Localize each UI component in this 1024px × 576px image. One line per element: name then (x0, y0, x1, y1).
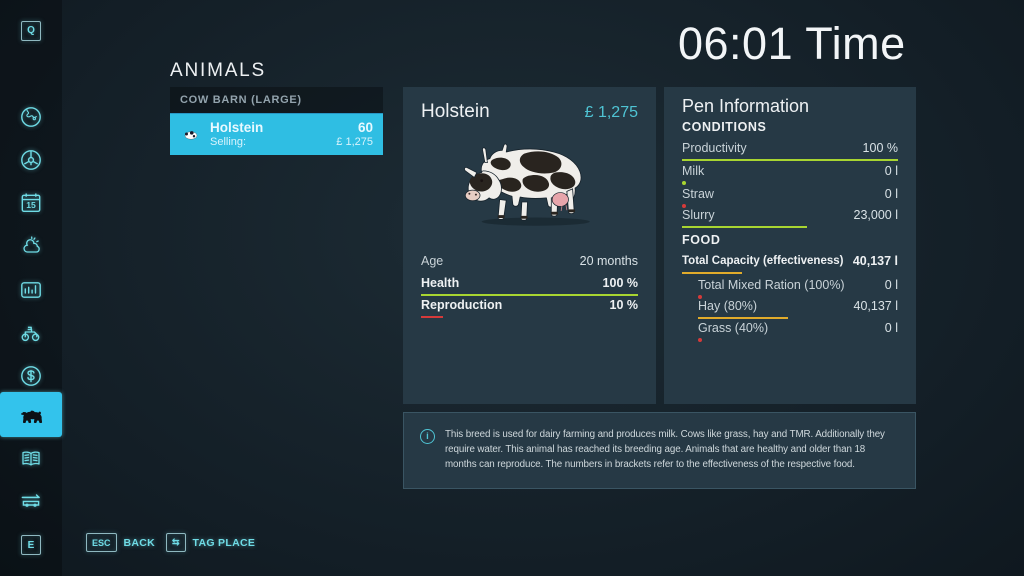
svg-text:15: 15 (26, 200, 36, 210)
